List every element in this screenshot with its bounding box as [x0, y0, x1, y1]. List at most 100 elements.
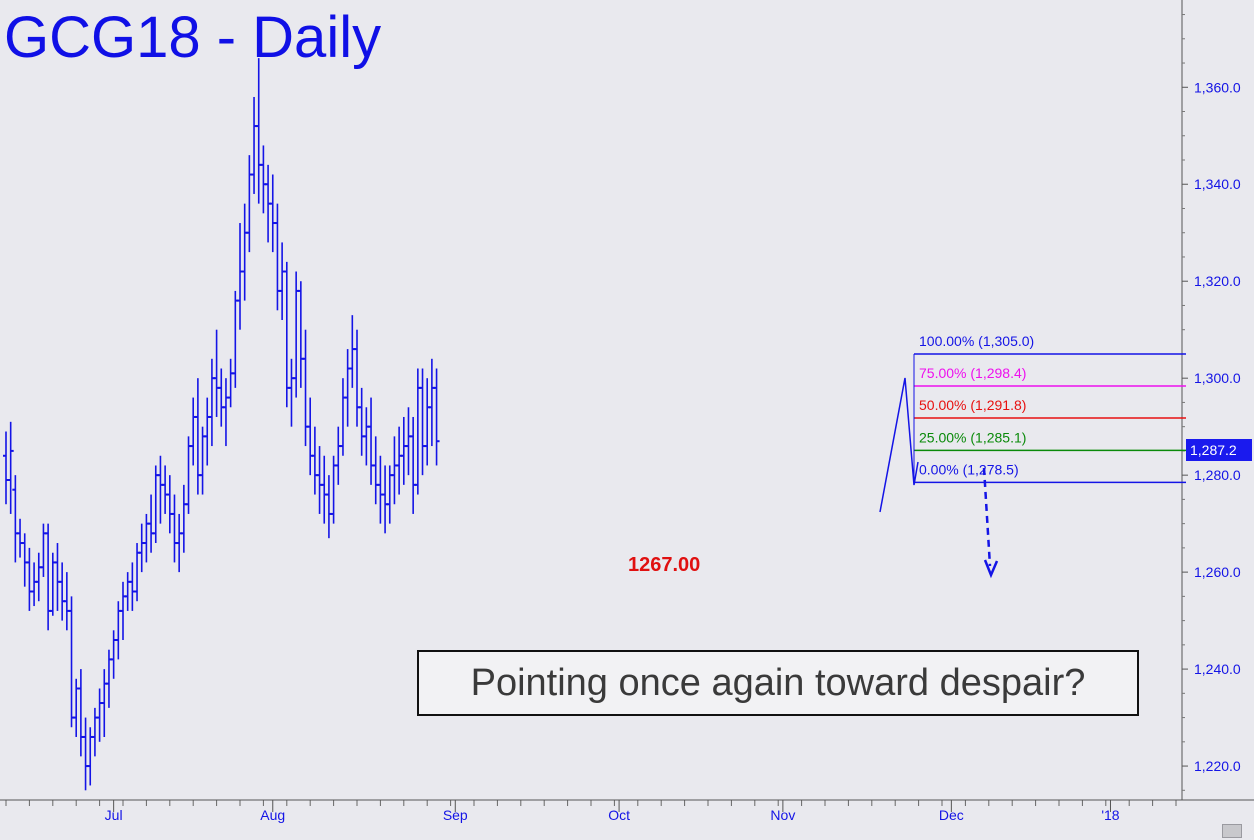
ohlc-bar	[120, 581, 126, 640]
x-grid	[5, 800, 1177, 806]
scrollbar-thumb[interactable]	[1222, 824, 1242, 838]
ohlc-bar	[344, 349, 351, 427]
ohlc-bar	[349, 315, 356, 388]
last-price-tag: 1,287.2	[1186, 439, 1252, 461]
ohlc-bar	[307, 397, 314, 476]
x-tick-label: Sep	[443, 807, 468, 823]
ohlc-bar	[12, 475, 19, 563]
ohlc-bar	[396, 426, 403, 495]
chart-title: GCG18 - Daily	[4, 5, 382, 70]
ohlc-bar	[255, 58, 262, 204]
ohlc-bar	[180, 484, 187, 553]
ohlc-bar	[101, 669, 108, 737]
ohlc-bar	[321, 455, 328, 524]
ohlc-bar	[358, 387, 365, 456]
ohlc-bar	[157, 455, 164, 524]
ohlc-bar	[185, 436, 192, 514]
ohlc-bar	[176, 513, 183, 573]
ohlc-bar	[302, 329, 309, 447]
ohlc-bar	[368, 397, 375, 485]
ohlc-bar	[63, 572, 70, 631]
projection-arrow-shaft	[982, 467, 992, 567]
ohlc-bar	[204, 397, 211, 466]
y-tick-label: 1,240.0	[1194, 661, 1241, 677]
ohlc-bar	[171, 494, 178, 563]
x-tick-label: Oct	[608, 807, 630, 823]
ohlc-bar	[138, 523, 145, 573]
ohlc-bar	[311, 426, 318, 495]
x-tick-label: Jul	[105, 807, 123, 823]
ohlc-bar	[68, 596, 75, 728]
ohlc-bar	[391, 436, 398, 505]
ohlc-bar	[246, 155, 253, 253]
ohlc-bar	[222, 378, 229, 447]
ohlc-bar	[377, 455, 384, 524]
ohlc-bar	[316, 446, 323, 514]
price-bars	[3, 58, 440, 791]
y-tick-label: 1,340.0	[1194, 176, 1241, 192]
fib-level-label: 50.00% (1,291.8)	[919, 397, 1026, 413]
ohlc-bar	[325, 475, 332, 539]
ohlc-bar	[269, 174, 276, 253]
y-tick-label: 1,220.0	[1194, 758, 1241, 774]
low-price-annotation: 1267.00	[628, 554, 701, 576]
ohlc-bar	[166, 475, 173, 534]
ohlc-bar	[143, 513, 150, 563]
ohlc-bar	[251, 96, 258, 194]
ohlc-bar	[91, 707, 98, 757]
projection-overlay	[879, 377, 999, 579]
ohlc-bar	[7, 421, 14, 514]
y-tick-label: 1,360.0	[1194, 79, 1241, 95]
ohlc-bar	[227, 358, 234, 408]
fib-level-label: 100.00% (1,305.0)	[919, 333, 1034, 349]
fib-levels: 100.00% (1,305.0) 75.00% (1,298.4) 50.00% …	[913, 333, 1186, 484]
x-tick-label: '18	[1101, 807, 1119, 823]
ohlc-bar	[363, 407, 370, 466]
ohlc-bar	[283, 261, 290, 408]
x-tick-label: Nov	[770, 807, 795, 823]
ohlc-bar	[419, 368, 426, 476]
ohlc-bar	[279, 242, 286, 320]
ohlc-bar	[45, 523, 52, 631]
ohlc-bar	[208, 358, 215, 447]
x-axis: Jul Aug Sep Oct Nov Dec '18	[105, 800, 1120, 823]
ohlc-bar	[148, 494, 155, 553]
ohlc-bar	[59, 562, 66, 621]
ohlc-bar	[77, 669, 84, 757]
ohlc-bar	[124, 572, 131, 611]
fib-level-label: 75.00% (1,298.4)	[919, 365, 1026, 381]
ohlc-bar	[190, 397, 197, 466]
ohlc-bar	[110, 630, 117, 679]
ohlc-bar	[194, 378, 201, 495]
y-tick-label: 1,280.0	[1194, 467, 1241, 483]
ohlc-bar	[424, 378, 431, 466]
ohlc-bar	[26, 547, 33, 611]
ohlc-bar	[35, 552, 42, 602]
ohlc-bar	[129, 562, 136, 611]
ohlc-bar	[17, 518, 24, 558]
y-tick-label: 1,320.0	[1194, 273, 1241, 289]
ohlc-bar	[260, 145, 267, 214]
ohlc-bar	[274, 203, 281, 311]
y-axis: 1,220.0 1,240.0 1,260.0 1,280.0 1,300.0 1,320…	[1182, 14, 1241, 791]
ohlc-bar	[288, 358, 295, 427]
ohlc-bar	[428, 358, 435, 447]
ohlc-bar	[152, 465, 159, 544]
fib-level-label: 0.00% (1,278.5)	[919, 461, 1019, 477]
ohlc-bar	[54, 543, 61, 611]
ohlc-bar	[410, 416, 417, 514]
ohlc-bar	[241, 203, 248, 301]
ohlc-bar	[382, 465, 389, 534]
ohlc-bar	[339, 378, 346, 456]
ohlc-bar	[213, 329, 220, 417]
ohlc-bar	[400, 416, 407, 485]
ohlc-bar	[96, 688, 103, 742]
ohlc-bar	[372, 436, 379, 505]
ohlc-bar	[31, 562, 38, 607]
ohlc-bar	[433, 368, 440, 466]
ohlc-bar	[21, 533, 28, 587]
ohlc-bar	[162, 465, 169, 514]
abc-pattern-line	[879, 377, 919, 513]
ohlc-bar	[218, 368, 225, 427]
